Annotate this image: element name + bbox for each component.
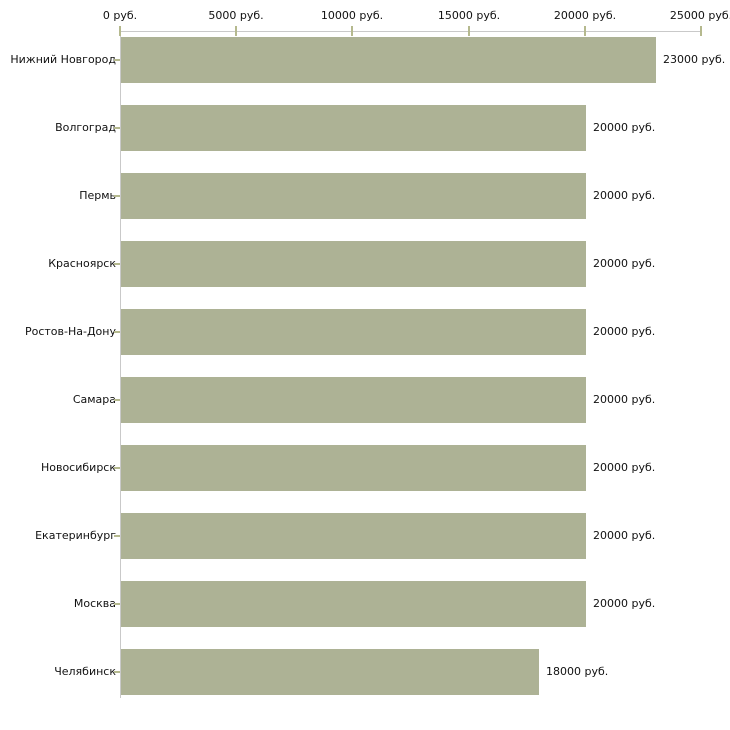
bar — [121, 649, 539, 695]
x-axis-tick — [584, 26, 586, 36]
x-axis-tick — [235, 26, 237, 36]
bar — [121, 173, 586, 219]
y-axis-line — [120, 31, 121, 698]
x-axis-tick — [700, 26, 702, 36]
value-label: 20000 руб. — [593, 257, 656, 270]
value-label: 20000 руб. — [593, 325, 656, 338]
value-label: 20000 руб. — [593, 121, 656, 134]
category-label: Челябинск — [54, 665, 116, 678]
y-axis-tick — [114, 195, 120, 197]
y-axis-tick — [114, 263, 120, 265]
bar — [121, 241, 586, 287]
category-label: Самара — [72, 393, 116, 406]
y-axis-tick — [114, 59, 120, 61]
x-axis-tick-label: 10000 руб. — [320, 9, 384, 22]
y-axis-tick — [114, 399, 120, 401]
category-label: Екатеринбург — [35, 529, 116, 542]
x-axis-line — [120, 31, 702, 32]
x-axis-tick — [119, 26, 121, 36]
x-axis-tick — [351, 26, 353, 36]
value-label: 20000 руб. — [593, 529, 656, 542]
bar — [121, 37, 656, 83]
value-label: 20000 руб. — [593, 461, 656, 474]
x-axis-tick-label: 15000 руб. — [437, 9, 501, 22]
category-label: Новосибирск — [40, 461, 116, 474]
value-label: 18000 руб. — [546, 665, 609, 678]
category-label: Москва — [73, 597, 116, 610]
bar — [121, 377, 586, 423]
category-label: Красноярск — [48, 257, 116, 270]
value-label: 20000 руб. — [593, 189, 656, 202]
y-axis-tick — [114, 535, 120, 537]
bar — [121, 105, 586, 151]
x-axis-tick-label: 5000 руб. — [208, 9, 264, 22]
y-axis-tick — [114, 467, 120, 469]
bar — [121, 581, 586, 627]
bar — [121, 445, 586, 491]
category-label: Ростов-На-Дону — [24, 325, 116, 338]
category-label: Волгоград — [55, 121, 116, 134]
x-axis-tick-label: 25000 руб. — [669, 9, 730, 22]
y-axis-tick — [114, 603, 120, 605]
x-axis-tick-label: 20000 руб. — [553, 9, 617, 22]
value-label: 20000 руб. — [593, 597, 656, 610]
x-axis-tick-label: 0 руб. — [102, 9, 138, 22]
value-label: 23000 руб. — [663, 53, 726, 66]
value-label: 20000 руб. — [593, 393, 656, 406]
y-axis-tick — [114, 127, 120, 129]
y-axis-tick — [114, 671, 120, 673]
category-label: Пермь — [79, 189, 116, 202]
bar — [121, 309, 586, 355]
y-axis-tick — [114, 331, 120, 333]
category-label: Нижний Новгород — [10, 53, 116, 66]
x-axis-tick — [468, 26, 470, 36]
bar — [121, 513, 586, 559]
